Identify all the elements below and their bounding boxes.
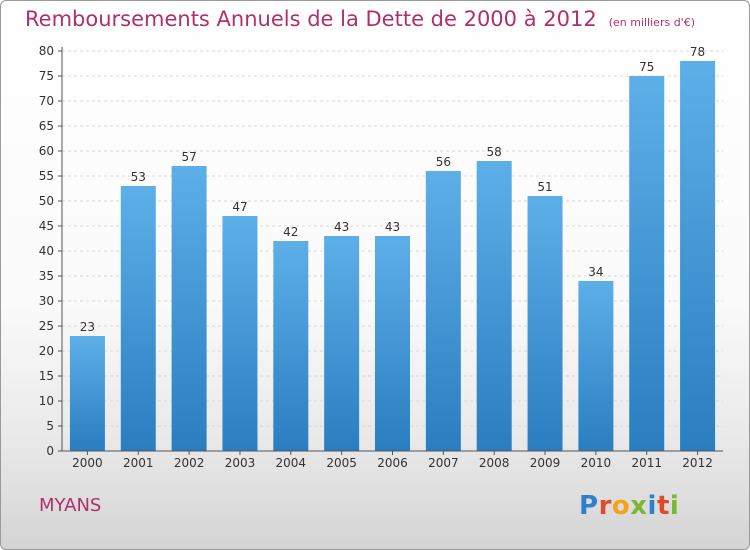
bar-2000 xyxy=(69,336,105,451)
data-label-2005: 43 xyxy=(334,220,349,234)
data-label-2007: 56 xyxy=(436,155,451,169)
data-label-2011: 75 xyxy=(639,60,654,74)
chart-title-row: Remboursements Annuels de la Dette de 20… xyxy=(25,7,695,31)
data-label-2003: 47 xyxy=(232,200,247,214)
labels: 0 5 10 15 20 25 30 35 40 45 50 55 60 65 70 75 80 23 2000 53… xyxy=(39,44,713,470)
bar-2003 xyxy=(222,216,258,451)
bar-2010 xyxy=(578,281,614,451)
y-tick-label: 45 xyxy=(39,219,54,233)
bar-2011 xyxy=(629,76,665,451)
y-tick-label: 5 xyxy=(46,419,54,433)
bar-2008 xyxy=(476,161,512,451)
x-tick-label-2007: 2007 xyxy=(428,456,459,470)
y-tick-label: 25 xyxy=(39,319,54,333)
bar-2007 xyxy=(425,171,461,451)
x-tick-label-2004: 2004 xyxy=(276,456,307,470)
bars xyxy=(69,61,716,451)
y-tick-label: 35 xyxy=(39,269,54,283)
y-tick-label: 60 xyxy=(39,144,54,158)
bar-2001 xyxy=(120,186,156,451)
x-tick-label-2011: 2011 xyxy=(631,456,662,470)
x-tick-label-2008: 2008 xyxy=(479,456,510,470)
x-tick-label-2000: 2000 xyxy=(72,456,103,470)
x-tick-label-2006: 2006 xyxy=(377,456,408,470)
y-tick-label: 15 xyxy=(39,369,54,383)
x-tick-label-2005: 2005 xyxy=(326,456,357,470)
data-label-2009: 51 xyxy=(537,180,552,194)
bar-2006 xyxy=(375,236,410,451)
bar-2012 xyxy=(680,61,716,451)
chart-subtitle: (en milliers d'€) xyxy=(608,16,695,29)
commune-name: MYANS xyxy=(39,495,102,516)
bar-2004 xyxy=(273,241,309,451)
data-label-2010: 34 xyxy=(588,265,603,279)
data-label-2002: 57 xyxy=(181,150,196,164)
x-tick-label-2002: 2002 xyxy=(174,456,205,470)
y-tick-label: 80 xyxy=(39,44,54,58)
data-label-2012: 78 xyxy=(690,45,705,59)
y-tick-label: 10 xyxy=(39,394,54,408)
bar-2002 xyxy=(171,166,207,451)
x-tick-label-2012: 2012 xyxy=(682,456,713,470)
y-tick-label: 20 xyxy=(39,344,54,358)
data-label-2008: 58 xyxy=(487,145,502,159)
y-tick-label: 50 xyxy=(39,194,54,208)
bar-2005 xyxy=(324,236,360,451)
y-tick-label: 65 xyxy=(39,119,54,133)
axes xyxy=(58,47,723,455)
y-tick-label: 55 xyxy=(39,169,54,183)
x-tick-label-2003: 2003 xyxy=(225,456,256,470)
y-tick-label: 0 xyxy=(46,444,54,458)
bar-2009 xyxy=(527,196,563,451)
y-tick-label: 30 xyxy=(39,294,54,308)
chart-title: Remboursements Annuels de la Dette de 20… xyxy=(25,7,597,31)
x-tick-label-2001: 2001 xyxy=(123,456,154,470)
y-tick-label: 70 xyxy=(39,94,54,108)
proxiti-logo: Proxiti xyxy=(579,491,680,521)
data-label-2004: 42 xyxy=(283,225,298,239)
x-tick-label-2010: 2010 xyxy=(581,456,612,470)
y-tick-label: 40 xyxy=(39,244,54,258)
data-label-2001: 53 xyxy=(131,170,146,184)
data-label-2006: 43 xyxy=(385,220,400,234)
data-label-2000: 23 xyxy=(80,320,95,334)
y-tick-label: 75 xyxy=(39,69,54,83)
x-tick-label-2009: 2009 xyxy=(530,456,561,470)
